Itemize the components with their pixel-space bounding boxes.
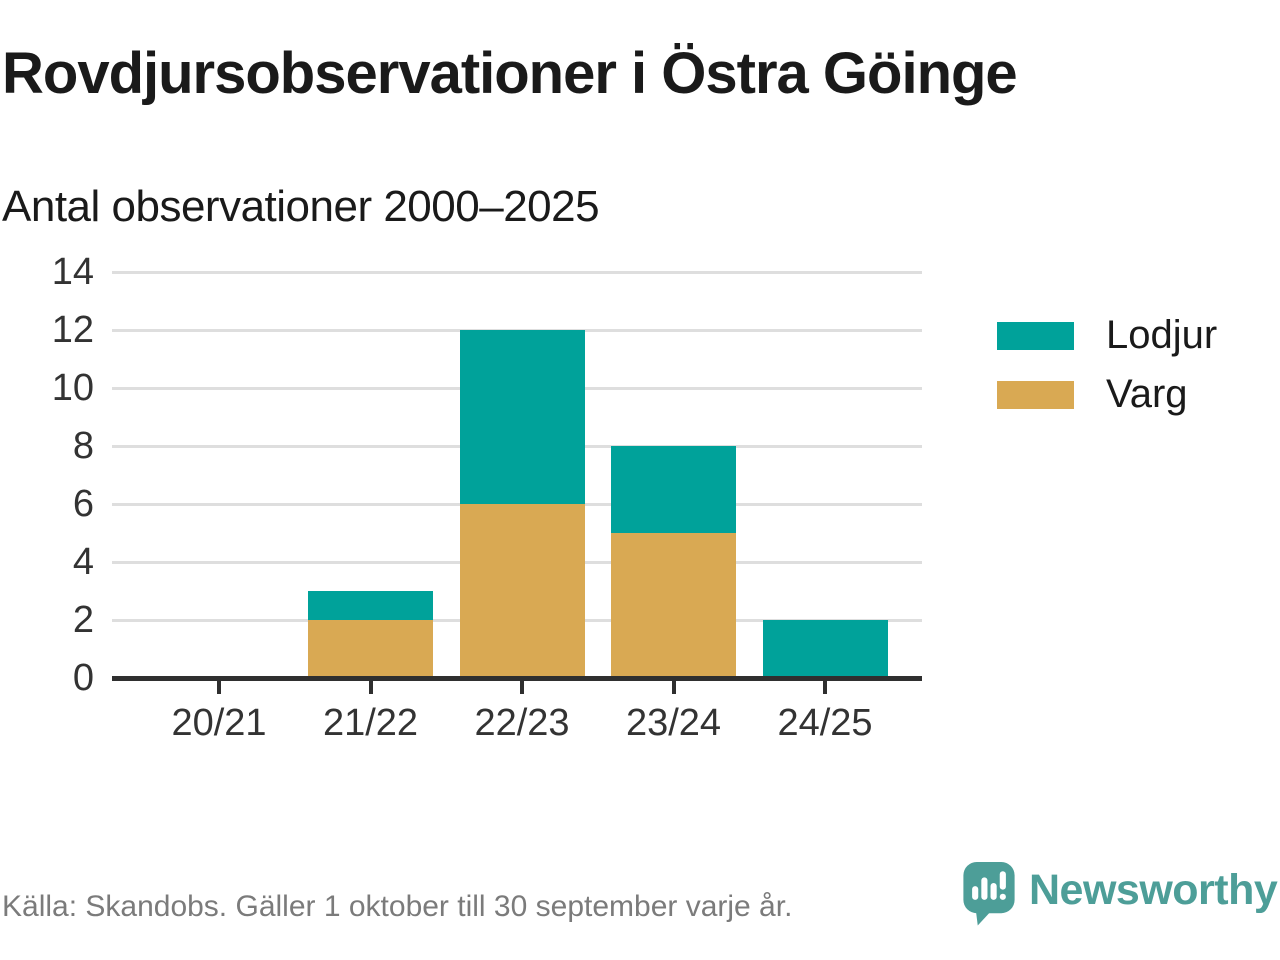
bar-segment-varg bbox=[459, 504, 585, 678]
page-subtitle: Antal observationer 2000–2025 bbox=[2, 182, 600, 231]
x-tick-label: 20/21 bbox=[171, 702, 267, 744]
y-tick-label: 8 bbox=[72, 425, 94, 467]
y-tick-label: 2 bbox=[72, 599, 94, 641]
legend-item-varg: Varg bbox=[997, 372, 1188, 417]
x-tick-label: 23/24 bbox=[625, 702, 722, 744]
newsworthy-logo: Newsworthy bbox=[963, 862, 1278, 928]
y-tick-label: 4 bbox=[72, 541, 94, 583]
bar-segment-lodjur bbox=[459, 330, 585, 504]
x-axis-line bbox=[112, 675, 922, 681]
page-title: Rovdjursobservationer i Östra Göinge bbox=[2, 41, 1018, 106]
y-tick-label: 12 bbox=[51, 309, 94, 351]
x-tick-label: 24/25 bbox=[777, 702, 873, 744]
bar-segment-lodjur bbox=[308, 591, 433, 620]
x-tick bbox=[520, 680, 524, 694]
legend-item-lodjur: Lodjur bbox=[997, 313, 1217, 358]
legend-swatch bbox=[997, 380, 1074, 409]
x-tick bbox=[823, 680, 827, 694]
x-tick bbox=[368, 680, 373, 694]
bar-segment-varg bbox=[611, 533, 736, 678]
legend-label: Lodjur bbox=[1106, 313, 1218, 357]
newsworthy-speech-bubble-bar-chart-icon bbox=[963, 862, 1015, 926]
x-tick bbox=[217, 680, 221, 694]
y-tick-label: 6 bbox=[72, 483, 94, 525]
legend-swatch bbox=[997, 321, 1074, 350]
y-tick-label: 0 bbox=[72, 657, 94, 699]
x-tick-label: 22/23 bbox=[474, 702, 570, 744]
legend-label: Varg bbox=[1106, 372, 1188, 416]
bar-segment-lodjur bbox=[611, 446, 736, 533]
x-tick-label: 21/22 bbox=[322, 702, 419, 744]
x-tick bbox=[671, 680, 676, 694]
bar-segment-lodjur bbox=[762, 620, 888, 678]
y-tick-label: 14 bbox=[51, 251, 94, 293]
y-tick-label: 10 bbox=[51, 367, 94, 409]
bar-segment-varg bbox=[308, 620, 433, 678]
source-note: Källa: Skandobs. Gäller 1 oktober till 3… bbox=[2, 890, 793, 923]
newsworthy-logo-text: Newsworthy bbox=[1029, 866, 1278, 914]
gridline bbox=[112, 271, 922, 274]
